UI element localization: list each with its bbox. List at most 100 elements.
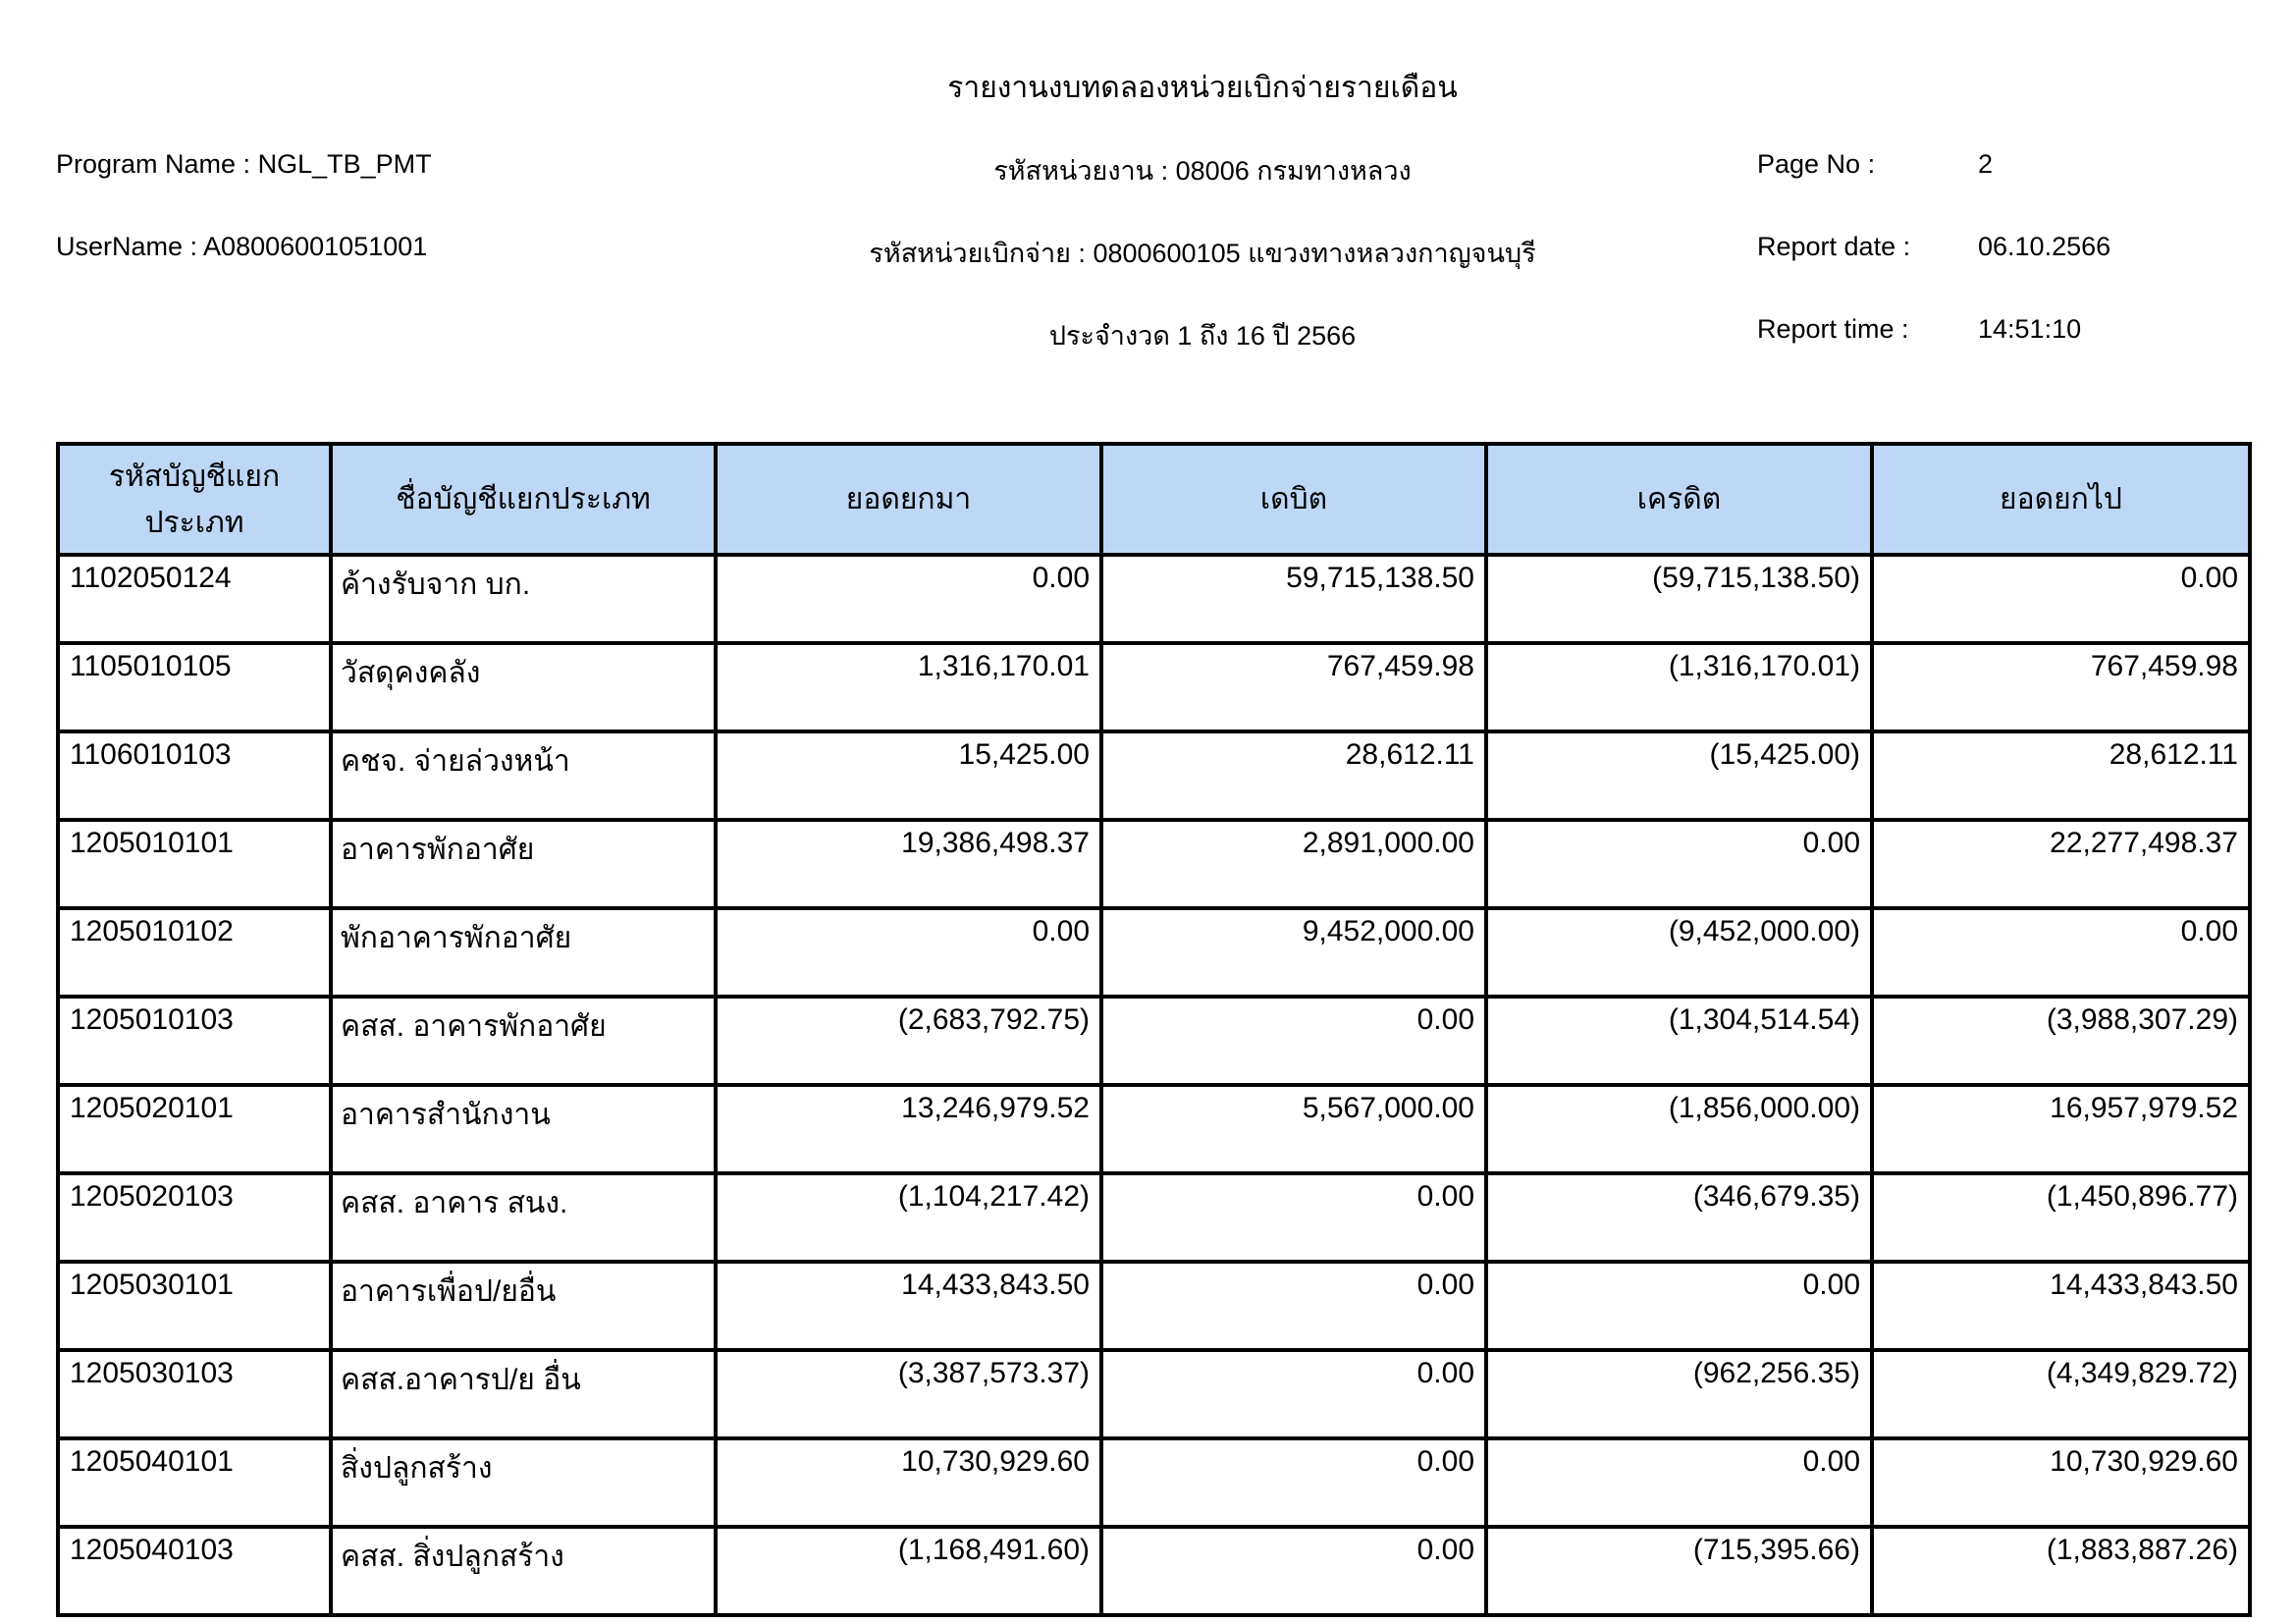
account-name-cell: วัสดุคงคลัง bbox=[329, 641, 718, 733]
account-code-cell: 1105010105 bbox=[56, 641, 333, 733]
report-time-label: Report time : bbox=[1757, 314, 1909, 344]
carry-forward-cell: (3,988,307.29) bbox=[1870, 995, 2252, 1087]
table-row: 1105010105 วัสดุคงคลัง 1,316,170.01 767,459… bbox=[56, 641, 2252, 733]
account-code-cell: 1205020103 bbox=[56, 1171, 333, 1264]
table-row: 1205040101 สิ่งปลูกสร้าง 10,730,929.60 0.00… bbox=[56, 1436, 2252, 1529]
column-header-account-code: รหัสบัญชีแยกประเภท bbox=[56, 442, 333, 557]
page-no-value: 2 bbox=[1978, 149, 1994, 179]
carry-forward-cell: 0.00 bbox=[1870, 906, 2252, 999]
carry-forward-cell: 0.00 bbox=[1870, 553, 2252, 645]
balance-forward-cell: 19,386,498.37 bbox=[714, 818, 1103, 910]
table-row: 1205010103 คสส. อาคารพักอาศัย (2,683,792.7… bbox=[56, 995, 2252, 1087]
trial-balance-table: รหัสบัญชีแยกประเภท ชื่อบัญชีแยกประเภท ยอ… bbox=[56, 442, 2252, 1617]
table-row: 1205030103 คสส.อาคารป/ย อื่น (3,387,573.37… bbox=[56, 1348, 2252, 1440]
username-label: UserName : bbox=[56, 232, 198, 261]
table-row: 1106010103 คชจ. จ่ายล่วงหน้า 15,425.00 28,6… bbox=[56, 730, 2252, 822]
account-code-cell: 1205010103 bbox=[56, 995, 333, 1087]
debit-cell: 59,715,138.50 bbox=[1099, 553, 1488, 645]
account-name-cell: คชจ. จ่ายล่วงหน้า bbox=[329, 730, 718, 822]
column-header-debit: เดบิต bbox=[1099, 442, 1488, 557]
column-header-carry-forward: ยอดยกไป bbox=[1870, 442, 2252, 557]
account-name-cell: อาคารสำนักงาน bbox=[329, 1083, 718, 1175]
account-code-cell: 1106010103 bbox=[56, 730, 333, 822]
account-code-cell: 1205040103 bbox=[56, 1525, 333, 1617]
account-code-cell: 1205010102 bbox=[56, 906, 333, 999]
debit-cell: 0.00 bbox=[1099, 1171, 1488, 1264]
table-row: 1205030101 อาคารเพื่อป/ยอื่น 14,433,843.50… bbox=[56, 1260, 2252, 1352]
table-row: 1205020103 คสส. อาคาร สนง. (1,104,217.42) 0… bbox=[56, 1171, 2252, 1264]
carry-forward-cell: (1,450,896.77) bbox=[1870, 1171, 2252, 1264]
carry-forward-cell: 10,730,929.60 bbox=[1870, 1436, 2252, 1529]
account-code-cell: 1102050124 bbox=[56, 553, 333, 645]
debit-cell: 0.00 bbox=[1099, 1436, 1488, 1529]
report-date-value: 06.10.2566 bbox=[1978, 232, 2111, 261]
credit-cell: (715,395.66) bbox=[1484, 1525, 1874, 1617]
carry-forward-cell: 16,957,979.52 bbox=[1870, 1083, 2252, 1175]
credit-cell: (346,679.35) bbox=[1484, 1171, 1874, 1264]
carry-forward-cell: 28,612.11 bbox=[1870, 730, 2252, 822]
disbursement-code-value: 0800600105 แขวงทางหลวงกาญจนบุรี bbox=[1093, 239, 1536, 268]
program-name-value: NGL_TB_PMT bbox=[257, 149, 432, 179]
username-line: UserName : A08006001051001 bbox=[56, 232, 427, 262]
column-header-account-name: ชื่อบัญชีแยกประเภท bbox=[329, 442, 718, 557]
account-code-cell: 1205030101 bbox=[56, 1260, 333, 1352]
table-body: 1102050124 ค้างรับจาก บก. 0.00 59,715,138.5… bbox=[56, 553, 2252, 1617]
account-code-cell: 1205010101 bbox=[56, 818, 333, 910]
account-name-cell: พักอาคารพักอาศัย bbox=[329, 906, 718, 999]
credit-cell: (9,452,000.00) bbox=[1484, 906, 1874, 999]
account-name-cell: คสส.อาคารป/ย อื่น bbox=[329, 1348, 718, 1440]
debit-cell: 5,567,000.00 bbox=[1099, 1083, 1488, 1175]
table-row: 1102050124 ค้างรับจาก บก. 0.00 59,715,138.5… bbox=[56, 553, 2252, 645]
debit-cell: 767,459.98 bbox=[1099, 641, 1488, 733]
report-time-value: 14:51:10 bbox=[1978, 314, 2082, 344]
balance-forward-cell: 0.00 bbox=[714, 553, 1103, 645]
credit-cell: (962,256.35) bbox=[1484, 1348, 1874, 1440]
balance-forward-cell: 10,730,929.60 bbox=[714, 1436, 1103, 1529]
account-name-cell: สิ่งปลูกสร้าง bbox=[329, 1436, 718, 1529]
carry-forward-cell: 22,277,498.37 bbox=[1870, 818, 2252, 910]
balance-forward-cell: 13,246,979.52 bbox=[714, 1083, 1103, 1175]
carry-forward-cell: (1,883,887.26) bbox=[1870, 1525, 2252, 1617]
credit-cell: (1,316,170.01) bbox=[1484, 641, 1874, 733]
disbursement-code-line: รหัสหน่วยเบิกจ่าย : 0800600105 แขวงทางหล… bbox=[599, 232, 1806, 274]
credit-cell: 0.00 bbox=[1484, 1436, 1874, 1529]
account-name-cell: คสส. สิ่งปลูกสร้าง bbox=[329, 1525, 718, 1617]
carry-forward-cell: 14,433,843.50 bbox=[1870, 1260, 2252, 1352]
debit-cell: 0.00 bbox=[1099, 1525, 1488, 1617]
agency-code-value: 08006 กรมทางหลวง bbox=[1175, 156, 1412, 186]
balance-forward-cell: (1,104,217.42) bbox=[714, 1171, 1103, 1264]
agency-code-label: รหัสหน่วยงาน : bbox=[993, 156, 1169, 186]
debit-cell: 0.00 bbox=[1099, 995, 1488, 1087]
credit-cell: (1,304,514.54) bbox=[1484, 995, 1874, 1087]
page-no-label: Page No : bbox=[1757, 149, 1876, 179]
account-name-cell: คสส. อาคาร สนง. bbox=[329, 1171, 718, 1264]
username-value: A08006001051001 bbox=[203, 232, 428, 261]
account-name-cell: คสส. อาคารพักอาศัย bbox=[329, 995, 718, 1087]
debit-cell: 2,891,000.00 bbox=[1099, 818, 1488, 910]
carry-forward-cell: (4,349,829.72) bbox=[1870, 1348, 2252, 1440]
credit-cell: (1,856,000.00) bbox=[1484, 1083, 1874, 1175]
account-code-cell: 1205020101 bbox=[56, 1083, 333, 1175]
account-name-cell: อาคารเพื่อป/ยอื่น bbox=[329, 1260, 718, 1352]
table-row: 1205010101 อาคารพักอาศัย 19,386,498.37 2,89… bbox=[56, 818, 2252, 910]
account-name-cell: อาคารพักอาศัย bbox=[329, 818, 718, 910]
carry-forward-cell: 767,459.98 bbox=[1870, 641, 2252, 733]
debit-cell: 28,612.11 bbox=[1099, 730, 1488, 822]
balance-forward-cell: (3,387,573.37) bbox=[714, 1348, 1103, 1440]
account-code-cell: 1205040101 bbox=[56, 1436, 333, 1529]
report-date-label: Report date : bbox=[1757, 232, 1911, 261]
account-code-cell: 1205030103 bbox=[56, 1348, 333, 1440]
account-name-cell: ค้างรับจาก บก. bbox=[329, 553, 718, 645]
debit-cell: 0.00 bbox=[1099, 1348, 1488, 1440]
balance-forward-cell: (2,683,792.75) bbox=[714, 995, 1103, 1087]
page-title: รายงานงบทดลองหน่วยเบิกจ่ายรายเดือน bbox=[947, 72, 1458, 104]
balance-forward-cell: 0.00 bbox=[714, 906, 1103, 999]
debit-cell: 0.00 bbox=[1099, 1260, 1488, 1352]
debit-cell: 9,452,000.00 bbox=[1099, 906, 1488, 999]
table-row: 1205010102 พักอาคารพักอาศัย 0.00 9,452,000.… bbox=[56, 906, 2252, 999]
column-header-credit: เครดิต bbox=[1484, 442, 1874, 557]
credit-cell: (15,425.00) bbox=[1484, 730, 1874, 822]
balance-forward-cell: 15,425.00 bbox=[714, 730, 1103, 822]
credit-cell: 0.00 bbox=[1484, 1260, 1874, 1352]
balance-forward-cell: 1,316,170.01 bbox=[714, 641, 1103, 733]
